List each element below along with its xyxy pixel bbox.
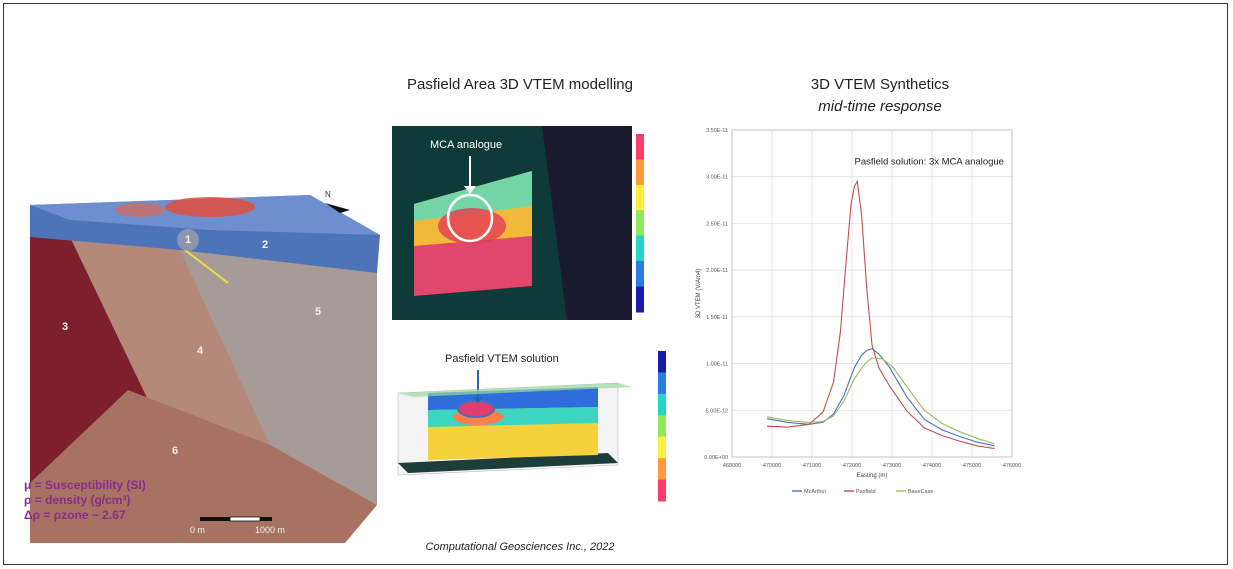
vtem-model-image: MCA analogue (392, 126, 660, 320)
plot-area-border (731, 129, 1013, 458)
solution-circle (457, 400, 495, 418)
vtem-solution-image: Pasfield VTEM solution (397, 351, 666, 502)
chart-annotation: Pasfield solution: 3x MCA analogue (855, 157, 1004, 168)
legend-density: ρ = density (g/cm³) (24, 493, 131, 507)
surface-anomaly (165, 197, 255, 217)
legend-susceptibility: μ = Susceptibility (SI) (24, 478, 146, 492)
x-tick-label: 470000 (763, 463, 781, 469)
pasfield-solution-label: Pasfield VTEM solution (445, 353, 559, 365)
property-legend: μ = Susceptibility (SI) ρ = density (g/c… (24, 478, 146, 523)
zone-label-6: 6 (172, 445, 179, 457)
x-tick-label: 476000 (1003, 463, 1021, 469)
y-tick-label: 1.50E-11 (706, 315, 728, 321)
colorbar-band (658, 393, 666, 416)
scale-bar: 0 m 1000 m (190, 516, 285, 535)
panel-title-synthetics: 3D VTEM Synthetics (810, 76, 950, 93)
surface-anomaly-2 (115, 203, 165, 217)
zone-label-2: 2 (262, 239, 269, 251)
chart-grid (731, 129, 1013, 458)
colorbar-band (658, 351, 666, 373)
x-tick-label: 471000 (803, 463, 821, 469)
y-tick-label: 5.00E-12 (706, 408, 728, 414)
colorbar-band (658, 458, 666, 481)
y-tick-label: 0.00E+00 (704, 455, 728, 461)
panel-subtitle-synthetics: mid-time response (818, 98, 942, 115)
colorbar-band (636, 159, 644, 186)
colorbar-band (636, 210, 644, 237)
colorbar-band (636, 286, 644, 313)
x-tick-label: 473000 (883, 463, 901, 469)
legend-label-basecase: BaseCase (908, 489, 933, 495)
y-tick-label: 3.00E-11 (706, 175, 728, 181)
legend-label-mcarthur: McArthur (804, 489, 826, 495)
zone-label-5: 5 (315, 306, 322, 318)
mca-circle (446, 193, 494, 243)
colorbar-band (658, 479, 666, 502)
colorbar-band (658, 372, 666, 395)
series-line-pasfield (766, 179, 995, 450)
legend-density-contrast: Δρ = ρzone − 2.67 (24, 508, 126, 522)
x-tick-label: 468000 (723, 463, 741, 469)
north-arrow: N (325, 190, 350, 213)
y-tick-label: 3.50E-11 (706, 128, 728, 134)
colorbar-band (658, 436, 666, 459)
zone-5 (180, 250, 377, 505)
panel-title-modelling: Pasfield Area 3D VTEM modelling (407, 76, 633, 93)
chart-legend: McArthur Pasfield BaseCase (792, 489, 933, 495)
slide-frame (3, 3, 1228, 565)
y-tick-label: 1.00E-11 (706, 362, 728, 368)
bottom-colorbar (658, 351, 666, 502)
colorbar-band (636, 235, 644, 262)
vtem-line-chart: 468000 470000 471000 472000 473000 474000 4750… (696, 128, 1021, 495)
x-tick-label: 472000 (843, 463, 861, 469)
colorbar-band (636, 134, 644, 160)
scale-bar-left-label: 0 m (190, 525, 205, 535)
credit-text: Computational Geosciences Inc., 2022 (425, 541, 615, 553)
series-line-basecase (766, 357, 995, 445)
scale-bar-right-label: 1000 m (255, 525, 285, 535)
y-tick-label: 2.00E-11 (706, 268, 728, 274)
colorbar-band (636, 261, 644, 288)
top-colorbar (636, 134, 644, 313)
zone-6 (30, 390, 377, 543)
zone-label-1: 1 (185, 234, 192, 246)
legend-label-pasfield: Pasfield (856, 489, 876, 495)
fault-trace (184, 249, 229, 284)
chart-series (766, 179, 995, 450)
zone-label-4: 4 (197, 345, 204, 357)
x-axis-label: Easting (m) (857, 473, 888, 479)
x-tick-label: 474000 (923, 463, 941, 469)
x-tick-label: 475000 (963, 463, 981, 469)
zone-label-3: 3 (62, 321, 69, 333)
mca-analogue-label: MCA analogue (430, 139, 502, 151)
colorbar-band (658, 415, 666, 438)
block-model-image: N 0 m 1000 m (30, 190, 380, 543)
north-arrow-label: N (325, 190, 331, 199)
y-axis-label: 3D VTEM (V/Am4) (696, 269, 702, 319)
y-tick-label: 2.50E-11 (706, 221, 728, 227)
colorbar-band (636, 184, 644, 211)
series-line-mcarthur (766, 347, 995, 447)
chart-axes: 468000 470000 471000 472000 473000 474000 4750… (704, 128, 1021, 469)
zone-1-marker (177, 229, 199, 251)
